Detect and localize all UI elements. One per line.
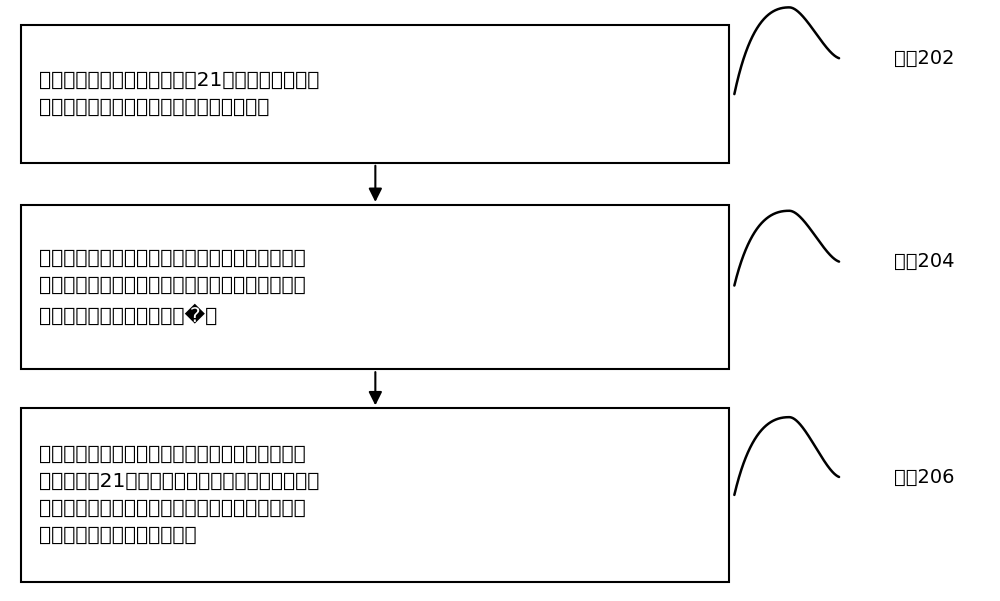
FancyBboxPatch shape — [21, 25, 729, 163]
Text: 步骤202: 步骤202 — [894, 49, 954, 68]
FancyBboxPatch shape — [21, 205, 729, 369]
Text: 在笛卡尔坐标系下获取机床的21项几何误差参数，
将几何误差参数表示为归一化几何误差函数: 在笛卡尔坐标系下获取机床的21项几何误差参数， 将几何误差参数表示为归一化几何误… — [39, 71, 320, 117]
Text: 获取待扫描测量工件的标称轮廓坐标，将归一化几
何误差函数和标称轮廓坐标输入预先构建的测量误
差模型，计算工件的测量点�标: 获取待扫描测量工件的标称轮廓坐标，将归一化几 何误差函数和标称轮廓坐标输入预先构… — [39, 248, 306, 326]
Text: 步骤206: 步骤206 — [894, 468, 954, 486]
FancyBboxPatch shape — [21, 408, 729, 582]
Text: 根据归一化几何误差函数、测量点坐标和标称轮廓
坐标，得到21项几何误差参数的敏感误差权重值。
敏感误差权重值为机床测量该工件时测量误差幅值
和对应的几何误差幅值: 根据归一化几何误差函数、测量点坐标和标称轮廓 坐标，得到21项几何误差参数的敏感… — [39, 445, 320, 545]
Text: 步骤204: 步骤204 — [894, 252, 954, 271]
